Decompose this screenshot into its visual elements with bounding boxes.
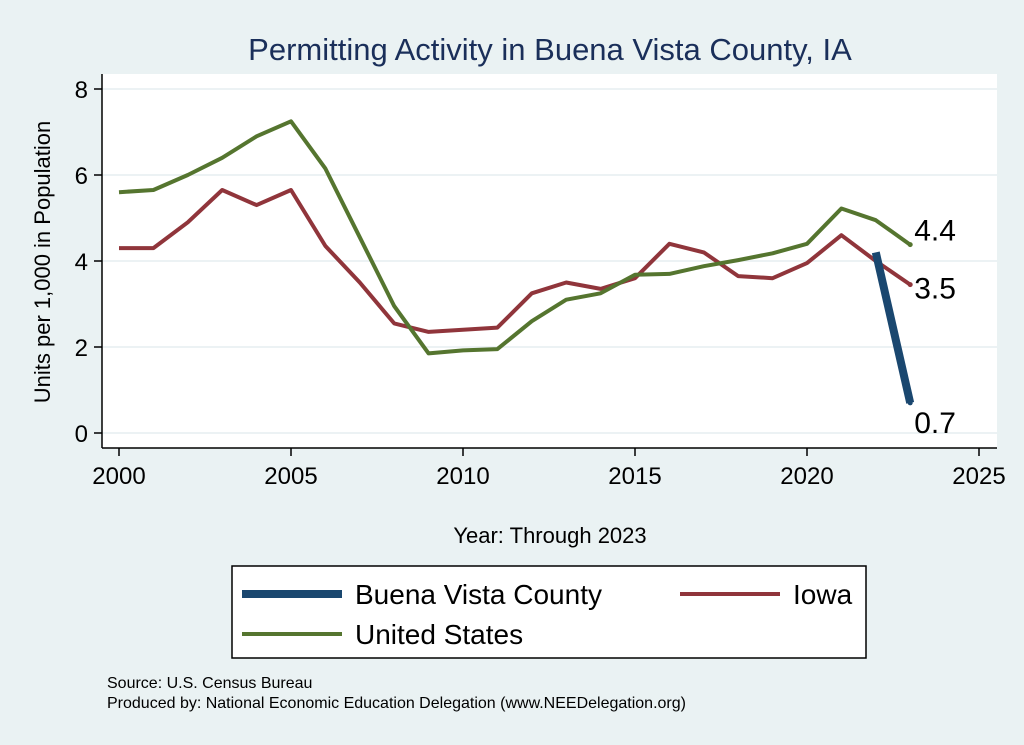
end-label-iowa: 3.5 [914,273,956,306]
end-point-united-states [907,242,913,248]
series-lines [118,119,915,406]
x-tick-label: 2000 [92,463,145,490]
x-tick-label: 2020 [780,463,833,490]
end-labels: 3.5 4.4 0.7 [914,215,956,440]
x-tick-label: 2015 [608,463,661,490]
grid [102,88,997,434]
series-line-buena-vista-county [871,251,915,404]
tick-labels: 0 2 4 6 8 2000 2005 2010 2015 2020 2025 [75,77,1006,490]
end-label-buena-vista-county: 0.7 [914,407,956,440]
x-tick-label: 2025 [952,463,1005,490]
legend-box [231,565,867,659]
end-label-united-states: 4.4 [914,215,956,248]
legend: Buena Vista County Iowa United States [231,565,867,659]
legend-label-iowa: Iowa [793,579,853,610]
legend-label-united-states: United States [355,619,523,650]
y-tick-label: 4 [75,249,88,276]
x-tick-label: 2010 [436,463,489,490]
source-note: Source: U.S. Census Bureau [107,675,312,692]
y-axis-title: Units per 1,000 in Population [30,121,55,404]
end-point-buena-vista-county [907,400,913,406]
x-tick-label: 2005 [264,463,317,490]
y-tick-label: 2 [75,335,88,362]
series-line-united-states [118,119,912,356]
legend-label-buena-vista-county: Buena Vista County [355,579,602,610]
series-line-iowa [119,188,912,334]
y-tick-label: 0 [75,421,88,448]
end-point-iowa [907,282,913,288]
y-tick-label: 6 [75,163,88,190]
produced-note: Produced by: National Economic Education… [107,695,686,712]
x-axis-title: Year: Through 2023 [453,523,646,548]
chart-title: Permitting Activity in Buena Vista Count… [248,32,852,67]
y-tick-label: 8 [75,77,88,104]
